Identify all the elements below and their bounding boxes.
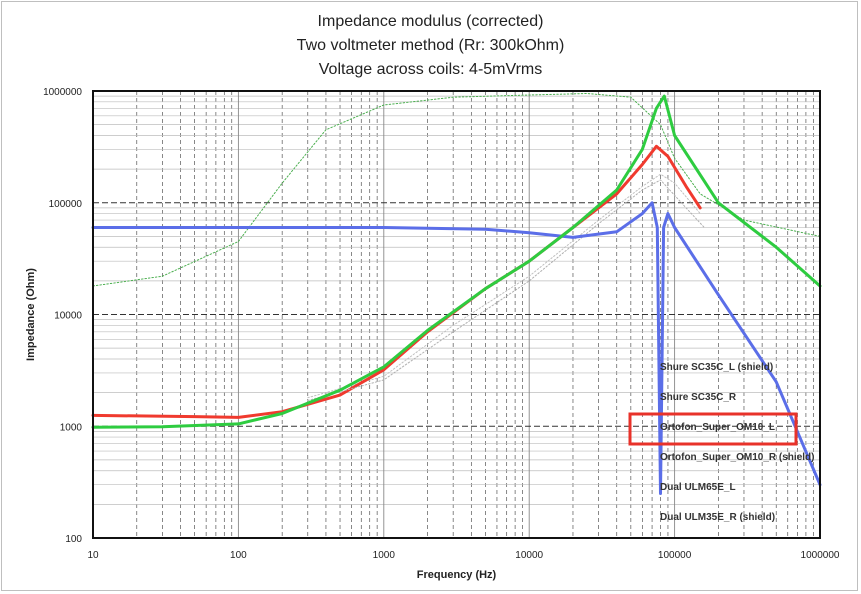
x-tick-label: 10000	[515, 550, 543, 561]
legend-highlight-box	[628, 412, 798, 446]
x-tick-label: 100	[230, 550, 247, 561]
data-curves	[91, 93, 822, 495]
y-tick-label: 1000	[60, 422, 83, 433]
series-line-5	[91, 201, 822, 495]
y-tick-label: 10000	[54, 311, 82, 322]
legend-entry-label: Ortofon_Super_OM10_L	[660, 422, 775, 433]
x-axis-title: Frequency (Hz)	[417, 569, 497, 581]
series-line-4	[307, 179, 705, 401]
chart-title-line-2: Two voltmeter method (Rr: 300kOhm)	[296, 37, 565, 54]
legend-entry-label: Ortofon_Super_OM10_R (shield)	[660, 452, 814, 463]
series-line-1	[92, 93, 821, 287]
legend-entry-label: Shure SC35C_R	[660, 392, 737, 403]
chart-title-line-1: Impedance modulus (corrected)	[317, 13, 544, 30]
legend-entry-label: Dual ULM35E_R (shield)	[660, 512, 775, 523]
series-line-6	[91, 94, 822, 429]
legend-entry-label: Dual ULM65E_L	[660, 482, 736, 493]
y-axis-title: Impedance (Ohm)	[25, 268, 37, 361]
grid-lines	[92, 90, 821, 539]
chart-title-line-3: Voltage across coils: 4-5mVrms	[318, 61, 543, 78]
series-line-2	[307, 173, 701, 399]
legend-entry-label: Shure SC35C_L (shield)	[660, 362, 773, 373]
legend: Shure SC35C_L (shield) Shure SC35C_R Ortof…	[628, 362, 814, 523]
y-tick-label: 100	[65, 534, 82, 545]
y-tick-label: 1000000	[43, 87, 82, 98]
y-tick-label: 100000	[49, 199, 83, 210]
x-tick-label: 1000000	[801, 550, 840, 561]
plot-area-border	[92, 90, 821, 539]
series-line-3	[91, 144, 702, 419]
tick-labels: 10 100 1000 10000 100000 1000000 100 1000 10000 1…	[43, 87, 840, 561]
x-tick-label: 10	[87, 550, 99, 561]
x-tick-label: 1000	[373, 550, 396, 561]
x-tick-label: 100000	[658, 550, 692, 561]
